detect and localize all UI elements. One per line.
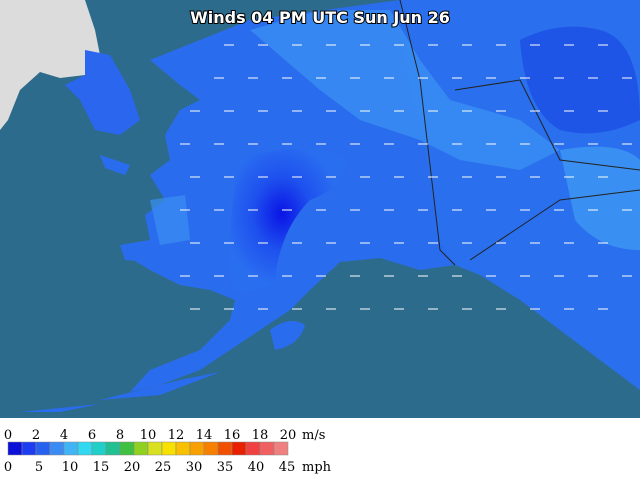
mph-label: 45 bbox=[279, 460, 296, 475]
russia bbox=[0, 0, 100, 130]
color-swatch bbox=[21, 441, 37, 456]
ms-label: 18 bbox=[252, 428, 269, 443]
color-swatch bbox=[175, 441, 191, 456]
mph-label: 10 bbox=[62, 460, 79, 475]
color-swatch bbox=[49, 441, 65, 456]
ms-label: 4 bbox=[60, 428, 68, 443]
island bbox=[100, 155, 130, 175]
mph-label: 25 bbox=[155, 460, 172, 475]
color-swatch bbox=[259, 441, 275, 456]
ms-label: 14 bbox=[196, 428, 213, 443]
ms-label: 16 bbox=[224, 428, 241, 443]
ms-unit: m/s bbox=[302, 428, 325, 443]
color-swatch bbox=[161, 441, 177, 456]
island bbox=[20, 404, 100, 412]
ms-label: 6 bbox=[88, 428, 96, 443]
island bbox=[270, 321, 305, 350]
mph-label: 30 bbox=[186, 460, 203, 475]
ms-label: 20 bbox=[280, 428, 297, 443]
land bbox=[520, 26, 640, 134]
color-swatch bbox=[231, 441, 247, 456]
mph-unit: mph bbox=[302, 460, 332, 475]
mph-label: 5 bbox=[35, 460, 43, 475]
color-swatch bbox=[7, 441, 23, 456]
border bbox=[469, 189, 640, 261]
color-swatch bbox=[147, 441, 163, 456]
ms-label: 8 bbox=[116, 428, 124, 443]
color-swatch bbox=[189, 441, 205, 456]
ms-label: 2 bbox=[32, 428, 40, 443]
color-swatch bbox=[77, 441, 93, 456]
mph-label: 15 bbox=[93, 460, 110, 475]
color-swatch bbox=[35, 441, 51, 456]
color-swatch bbox=[133, 441, 149, 456]
border bbox=[399, 0, 456, 266]
ms-label: 12 bbox=[168, 428, 185, 443]
border bbox=[454, 79, 640, 171]
mph-label: 35 bbox=[217, 460, 234, 475]
wind-arrows bbox=[180, 44, 632, 310]
color-swatch bbox=[63, 441, 79, 456]
mph-label: 20 bbox=[124, 460, 141, 475]
ms-label: 10 bbox=[140, 428, 157, 443]
map-title: Winds 04 PM UTC Sun Jun 26 bbox=[190, 8, 450, 27]
land bbox=[65, 50, 140, 135]
color-swatch bbox=[91, 441, 107, 456]
ms-label: 0 bbox=[4, 428, 12, 443]
color-swatch bbox=[273, 441, 289, 456]
color-swatch bbox=[217, 441, 233, 456]
wind-zone bbox=[250, 10, 560, 170]
wind-zone bbox=[150, 195, 190, 245]
island bbox=[120, 240, 150, 262]
calm-zone bbox=[229, 148, 346, 294]
island bbox=[100, 372, 220, 400]
mph-label: 0 bbox=[4, 460, 12, 475]
color-swatch bbox=[203, 441, 219, 456]
color-swatch bbox=[105, 441, 121, 456]
mph-label: 40 bbox=[248, 460, 265, 475]
color-swatch bbox=[119, 441, 135, 456]
land bbox=[560, 146, 640, 250]
color-scale bbox=[7, 441, 289, 456]
color-swatch bbox=[245, 441, 261, 456]
